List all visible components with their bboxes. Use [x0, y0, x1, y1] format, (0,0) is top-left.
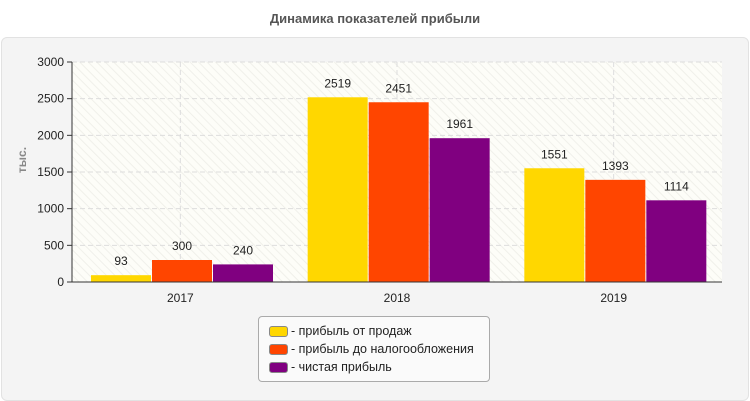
bar	[585, 179, 646, 282]
y-tick-label: 2000	[37, 128, 64, 142]
y-tick-label: 1500	[37, 165, 64, 179]
data-label: 1961	[446, 117, 473, 131]
data-label: 1551	[541, 147, 568, 161]
bar	[646, 200, 707, 282]
data-label: 2519	[324, 76, 351, 90]
legend-swatch	[269, 325, 288, 337]
data-label: 93	[114, 254, 128, 268]
data-label: 1114	[664, 179, 689, 193]
y-tick-label: 1000	[37, 202, 64, 216]
y-tick-label: 0	[57, 275, 64, 289]
y-axis-label: тыс.	[15, 147, 29, 173]
y-tick-label: 500	[44, 238, 64, 252]
legend-swatch	[269, 343, 288, 355]
legend: - прибыль от продаж - прибыль до налогоо…	[258, 316, 490, 382]
data-label: 240	[233, 243, 253, 257]
bar	[152, 260, 212, 282]
bar	[524, 168, 585, 282]
bar	[91, 275, 151, 282]
legend-item: - прибыль до налогообложения	[259, 340, 489, 358]
legend-label: - прибыль до налогообложения	[291, 342, 474, 356]
x-tick-label: 2018	[384, 291, 411, 305]
y-tick-label: 3000	[37, 55, 64, 69]
bar	[368, 102, 429, 282]
x-tick-label: 2017	[167, 291, 194, 305]
x-tick-label: 2019	[600, 291, 627, 305]
data-label: 1393	[602, 159, 629, 173]
bar	[213, 264, 273, 282]
legend-item: - чистая прибыль	[259, 358, 489, 376]
legend-swatch	[269, 361, 288, 373]
y-tick-label: 2500	[37, 92, 64, 106]
bar	[429, 138, 490, 282]
legend-label: - прибыль от продаж	[291, 324, 412, 338]
bar	[307, 97, 368, 282]
legend-label: - чистая прибыль	[291, 360, 392, 374]
data-label: 300	[172, 239, 192, 253]
chart-title: Динамика показателей прибыли	[269, 11, 481, 26]
data-label: 2451	[385, 81, 412, 95]
legend-item: - прибыль от продаж	[259, 322, 489, 340]
